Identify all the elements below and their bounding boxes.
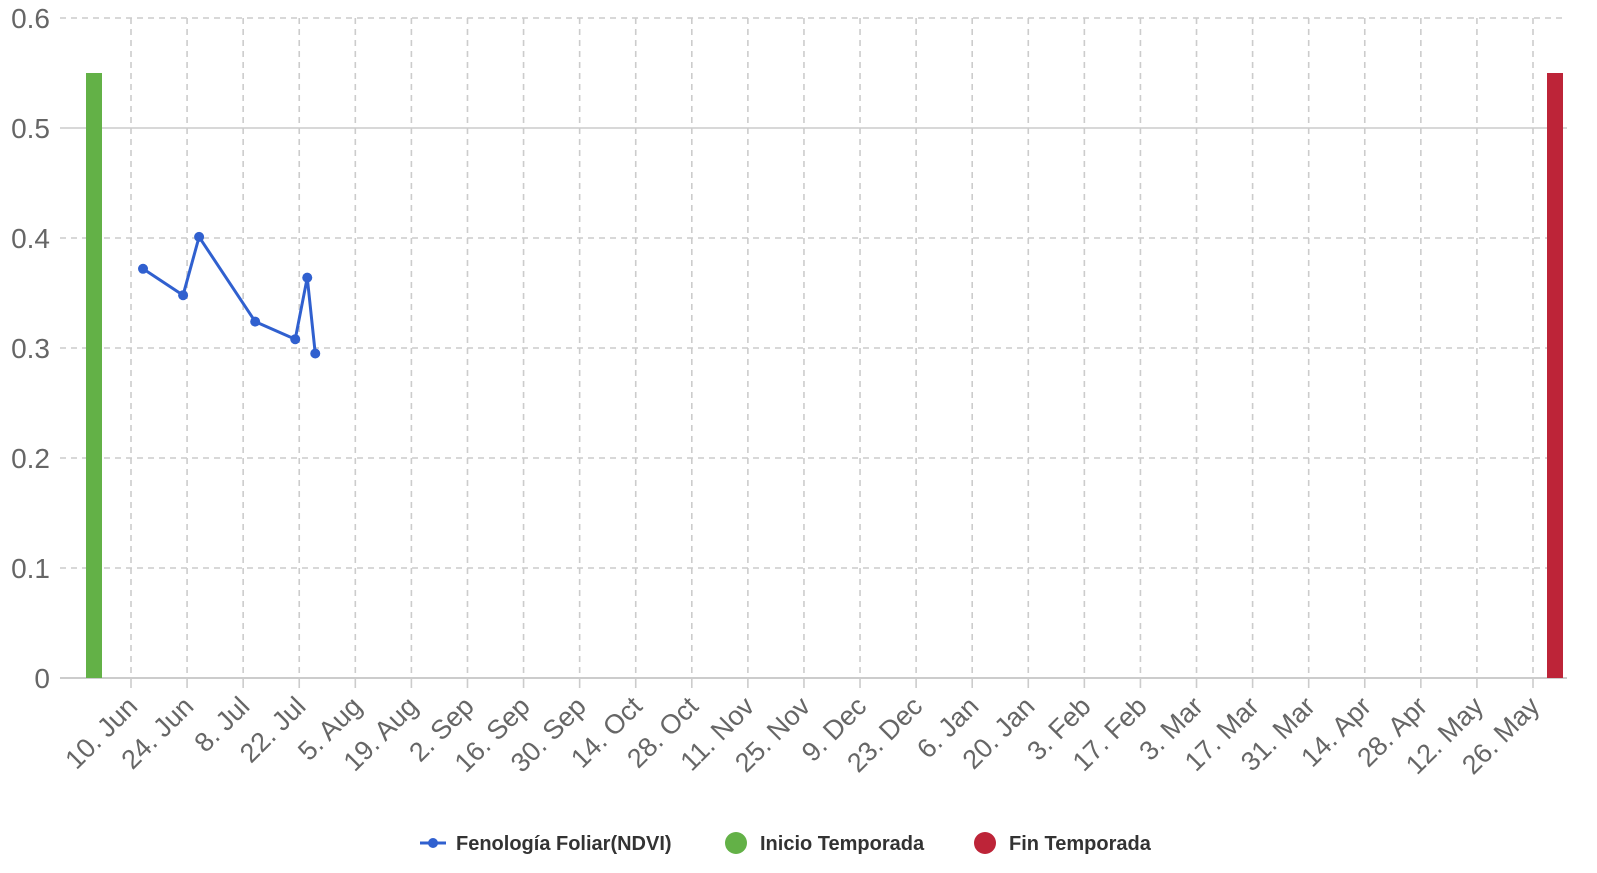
y-tick-label: 0.4 xyxy=(11,223,50,254)
y-tick-label: 0.6 xyxy=(11,3,50,34)
inicio-temporada-bar[interactable] xyxy=(86,73,102,678)
fin-temporada-bar[interactable] xyxy=(1547,73,1563,678)
y-axis-ticks: 0 0.1 0.2 0.3 0.4 0.5 0.6 xyxy=(11,3,50,694)
legend-marker-symbol xyxy=(428,838,438,848)
legend-dot-symbol xyxy=(725,832,747,854)
season-bars xyxy=(86,73,1563,678)
ndvi-point[interactable] xyxy=(194,231,205,242)
ndvi-line xyxy=(141,235,317,355)
legend-inicio-temporada[interactable]: Inicio Temporada xyxy=(725,832,925,855)
legend-label: Fenología Foliar(NDVI) xyxy=(456,833,672,855)
y-tick-label: 0.2 xyxy=(11,443,50,474)
legend-fin-temporada[interactable]: Fin Temporada xyxy=(974,832,1152,855)
ndvi-series xyxy=(138,231,321,359)
ndvi-point[interactable] xyxy=(250,316,261,327)
y-tick-label: 0.1 xyxy=(11,553,50,584)
y-tick-label: 0 xyxy=(34,663,50,694)
y-tick-label: 0.3 xyxy=(11,333,50,364)
legend-ndvi[interactable]: Fenología Foliar(NDVI) xyxy=(420,833,672,855)
ndvi-point[interactable] xyxy=(310,348,321,359)
ndvi-point[interactable] xyxy=(302,272,313,283)
ndvi-point[interactable] xyxy=(138,263,149,274)
legend: Fenología Foliar(NDVI) Inicio Temporada Fi… xyxy=(420,832,1152,855)
ndvi-point[interactable] xyxy=(178,290,189,301)
legend-label: Inicio Temporada xyxy=(760,833,925,855)
legend-label: Fin Temporada xyxy=(1009,833,1152,855)
ndvi-point[interactable] xyxy=(290,334,301,345)
grid xyxy=(60,17,1567,688)
legend-dot-symbol xyxy=(974,832,996,854)
y-tick-label: 0.5 xyxy=(11,113,50,144)
